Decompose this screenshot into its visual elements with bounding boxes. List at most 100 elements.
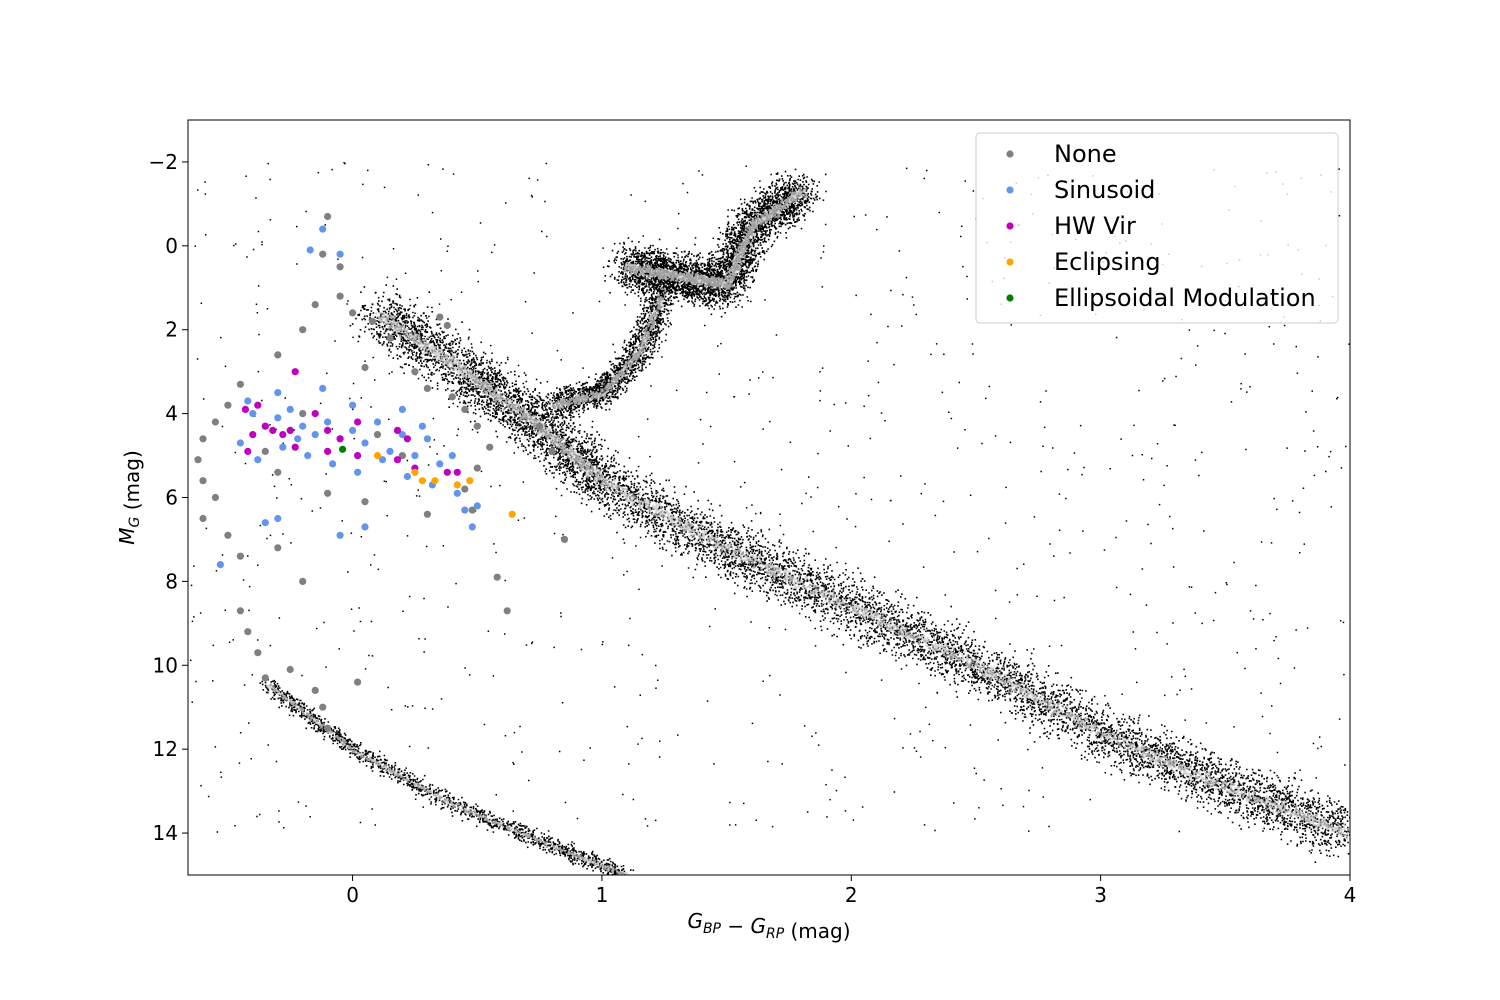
x-tick-label: 1 — [596, 883, 609, 907]
data-point — [199, 435, 207, 443]
density-background — [190, 162, 1350, 875]
data-point — [398, 431, 406, 439]
data-point — [244, 447, 252, 455]
legend-marker — [1006, 150, 1014, 158]
data-point — [249, 410, 257, 418]
data-point — [261, 422, 269, 430]
data-point — [199, 514, 207, 523]
data-point — [249, 431, 257, 439]
data-point — [329, 460, 337, 468]
data-point — [194, 456, 202, 464]
data-point — [291, 443, 299, 451]
data-point — [336, 531, 344, 539]
data-point — [319, 225, 327, 233]
data-point — [373, 452, 382, 460]
data-point — [418, 477, 426, 485]
data-point — [216, 561, 224, 569]
data-point — [386, 447, 394, 455]
legend-marker — [1006, 222, 1014, 230]
data-point — [224, 401, 232, 409]
data-point — [211, 493, 219, 502]
data-point — [423, 384, 431, 392]
data-point — [319, 384, 327, 392]
data-point — [274, 389, 282, 397]
data-point — [393, 426, 402, 434]
data-point — [211, 418, 219, 426]
data-point — [431, 477, 439, 485]
data-point — [468, 506, 476, 514]
data-point — [286, 426, 294, 434]
data-point — [508, 510, 516, 518]
data-point — [361, 498, 369, 506]
data-point — [436, 313, 444, 321]
legend-label: HW Vir — [1054, 212, 1136, 240]
data-point — [453, 489, 461, 497]
data-point — [224, 531, 232, 539]
y-tick-label: 10 — [153, 653, 178, 677]
data-point — [361, 363, 369, 372]
data-point — [386, 334, 394, 342]
data-point — [336, 292, 344, 300]
legend-marker — [1006, 258, 1014, 266]
data-point — [304, 452, 312, 460]
data-point — [473, 422, 481, 430]
data-point — [274, 468, 282, 476]
data-point — [560, 535, 569, 544]
series-none — [194, 212, 569, 732]
data-point — [436, 460, 444, 468]
data-point — [254, 456, 262, 464]
data-point — [199, 477, 207, 485]
data-point — [299, 577, 307, 586]
data-point — [336, 263, 344, 271]
data-point — [354, 468, 362, 476]
data-point — [349, 309, 357, 317]
data-point — [339, 445, 347, 453]
y-tick-label: 12 — [153, 737, 178, 761]
data-point — [423, 435, 431, 443]
y-tick-label: 8 — [165, 569, 178, 593]
data-point — [324, 426, 332, 434]
legend-label: Eclipsing — [1054, 248, 1161, 276]
y-tick-label: 0 — [165, 234, 178, 258]
data-point — [336, 250, 344, 258]
data-point — [503, 607, 511, 615]
data-point — [274, 544, 282, 552]
data-point — [261, 519, 269, 527]
legend: None Sinusoid HW Vir Eclipsing Ellipsoidal M… — [975, 132, 1339, 324]
data-point — [373, 431, 382, 439]
data-point — [299, 326, 307, 334]
y-tick-label: 2 — [165, 318, 178, 342]
data-point — [244, 397, 252, 405]
data-point — [279, 431, 287, 439]
data-point — [261, 447, 269, 455]
data-point — [299, 410, 307, 418]
data-point — [274, 351, 282, 359]
y-tick-label: 6 — [165, 486, 178, 510]
data-point — [373, 418, 382, 426]
series-eclipsing — [373, 452, 516, 518]
data-point — [398, 452, 406, 460]
data-point — [354, 418, 362, 426]
data-point — [324, 447, 332, 455]
data-point — [269, 426, 277, 434]
data-point — [461, 405, 469, 413]
data-point — [453, 468, 461, 476]
data-point — [393, 456, 402, 464]
density-core-1 — [549, 286, 670, 411]
data-point — [361, 439, 369, 447]
legend-label: Sinusoid — [1054, 176, 1155, 204]
data-point — [236, 439, 244, 447]
density-sparse-2 — [602, 168, 827, 318]
x-tick-label: 3 — [1094, 883, 1107, 907]
y-axis-ticks: −2 0 2 4 6 8 10 12 14 — [149, 150, 188, 845]
data-point — [254, 649, 262, 657]
data-point — [468, 523, 476, 531]
legend-label: None — [1054, 140, 1117, 168]
x-axis-label-text: GBP − GRP (mag) — [687, 909, 850, 943]
data-point — [461, 485, 469, 493]
scatter-points — [194, 212, 569, 732]
data-point — [398, 405, 406, 413]
series-sinusoid — [216, 225, 481, 569]
y-tick-label: 14 — [153, 821, 178, 845]
